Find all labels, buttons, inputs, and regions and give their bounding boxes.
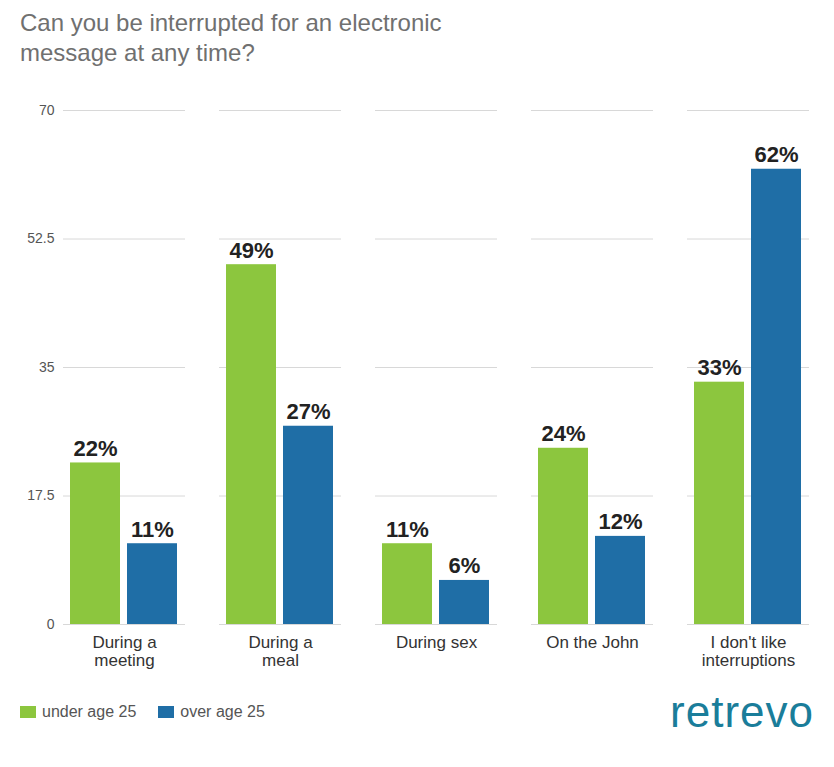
svg-text:11%: 11%	[386, 517, 429, 542]
html-text:over age 25: over age 25	[180, 703, 265, 720]
html-text:retrevo: retrevo	[670, 687, 814, 736]
svg-text:During ameal: During ameal	[248, 633, 313, 671]
svg-text:6%: 6%	[449, 553, 481, 578]
svg-text:52.5: 52.5	[27, 230, 54, 246]
svg-text:0: 0	[47, 616, 55, 632]
svg-text:27%: 27%	[286, 399, 330, 424]
svg-text:33%: 33%	[697, 355, 741, 380]
svg-text:22%: 22%	[73, 436, 117, 461]
html-text:under age 25: under age 25	[42, 703, 137, 720]
svg-text:11%: 11%	[131, 517, 174, 542]
svg-text:I don't likeinterruptions: I don't likeinterruptions	[702, 633, 796, 671]
svg-text:49%: 49%	[229, 238, 273, 263]
html-text:Can you be interrupted for an: Can you be interrupted for an electronic…	[20, 9, 442, 66]
svg-text:24%: 24%	[541, 421, 585, 446]
svg-text:During ameeting: During ameeting	[92, 633, 157, 671]
svg-text:On the John: On the John	[546, 633, 639, 652]
svg-text:35: 35	[39, 359, 55, 375]
svg-text:62%: 62%	[754, 142, 798, 167]
svg-text:During sex: During sex	[396, 633, 478, 652]
svg-text:17.5: 17.5	[27, 487, 54, 503]
svg-text:70: 70	[39, 102, 55, 118]
svg-text:12%: 12%	[598, 509, 642, 534]
